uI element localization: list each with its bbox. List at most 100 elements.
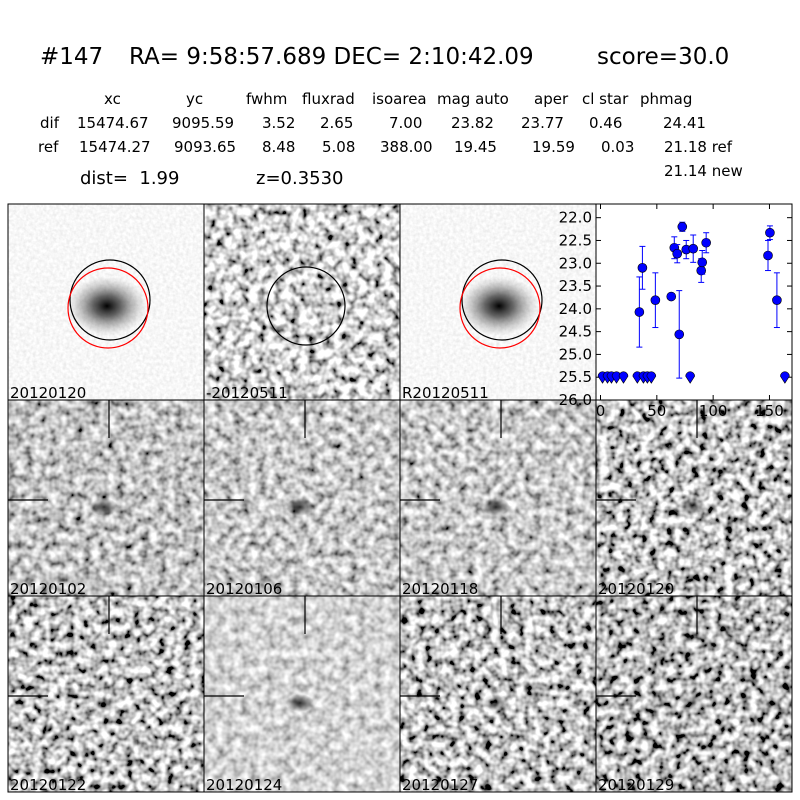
galaxy [459,276,539,336]
table-cell: 19.45 [454,138,497,156]
table-cell: 23.77 [521,114,564,132]
panel-label: 20120129 [598,776,674,794]
data-point [697,257,708,268]
phmag-new: 21.14 new [664,162,743,180]
panel-label: R20120511 [402,384,489,402]
table-cell: 9095.59 [172,114,234,132]
object-id: #147 [40,44,103,70]
image-stamp [400,400,596,596]
table-cell: 3.52 [262,114,295,132]
source-blob [678,498,706,516]
upper-limit [685,371,695,384]
row-label: ref [38,138,59,156]
image-stamp [204,400,400,596]
redshift: z=0.3530 [256,168,344,189]
column-header: aper [534,90,569,108]
image-stamp [204,204,400,400]
x-tick-label: 100 [699,402,728,420]
table-cell: 2.65 [320,114,353,132]
column-header: fluxrad [302,90,355,108]
aperture-circle [461,259,543,341]
column-header: cl star [582,90,629,108]
panel-label: 20120118 [402,580,478,598]
y-tick-label: 24.0 [559,300,592,318]
y-tick-label: 22.0 [559,209,592,227]
data-point [688,243,699,254]
aperture-circle-red [459,267,541,349]
source-blob [286,498,314,516]
table-cell: 9093.65 [174,138,236,156]
y-tick-label: 22.5 [559,231,592,249]
table-cell: 388.00 [380,138,433,156]
data-point [650,295,661,305]
data-point [701,237,711,248]
distance: dist= 1.99 [80,168,179,189]
row-label: dif [40,114,60,132]
data-point [672,248,683,259]
table-cell: 7.00 [389,114,422,132]
aperture-circle [69,259,151,341]
panel-label: 20120127 [402,776,478,794]
aperture-circle [266,266,346,346]
source-blob [286,694,314,712]
panel-label: 20120124 [206,776,282,794]
column-header: fwhm [246,90,287,108]
data-point [677,221,688,232]
y-tick-label: 25.0 [559,345,592,363]
table-cell: 8.48 [262,138,295,156]
galaxy [67,276,147,336]
y-tick-label: 26.0 [559,391,592,409]
panel-label: 20120122 [10,776,86,794]
image-stamp [596,596,792,792]
image-stamp [400,596,596,792]
data-point [634,307,645,317]
column-header: xc [104,90,121,108]
panel-label: 20120120 [598,580,674,598]
panel-label: -20120511 [206,384,288,402]
image-stamp [596,400,792,596]
aperture-circle-red [67,267,149,349]
data-point [763,250,773,261]
upper-limit [646,371,657,384]
data-point [674,329,685,340]
source-blob [90,498,118,516]
image-stamp [8,400,204,596]
panel-frame [595,595,793,793]
table-cell: 5.08 [322,138,355,156]
table-cell: 15474.27 [79,138,151,156]
table-cell: 24.41 [663,114,706,132]
table-cell: 19.59 [532,138,575,156]
x-tick-label: 0 [596,402,606,420]
source-blob [482,498,510,516]
coordinates: RA= 9:58:57.689 DEC= 2:10:42.09 [129,44,534,70]
table-cell: 21.18 ref [664,138,733,156]
table-cell: 0.46 [589,114,622,132]
plot-area [596,204,792,400]
panel-label: 20120106 [206,580,282,598]
source-blob [678,694,706,712]
upper-limit [780,371,790,384]
panel-label: 20120102 [10,580,86,598]
column-header: isoarea [372,90,427,108]
table-cell: 23.82 [451,114,494,132]
plot-frame [595,203,793,401]
column-header: yc [186,90,203,108]
x-tick-label: 150 [755,402,784,420]
upper-limit [618,371,629,384]
column-header: phmag [640,90,692,108]
source-blob [90,694,118,712]
y-tick-label: 24.5 [559,323,592,341]
column-header: mag auto [437,90,509,108]
data-point [765,227,775,238]
image-stamp [8,596,204,792]
table-cell: 0.03 [601,138,634,156]
y-tick-label: 23.0 [559,254,592,272]
data-point [666,291,677,302]
x-tick-label: 50 [647,402,666,420]
y-tick-label: 25.5 [559,368,592,386]
panel-label: 20120120 [10,384,86,402]
y-tick-label: 23.5 [559,277,592,295]
data-point [637,263,648,273]
